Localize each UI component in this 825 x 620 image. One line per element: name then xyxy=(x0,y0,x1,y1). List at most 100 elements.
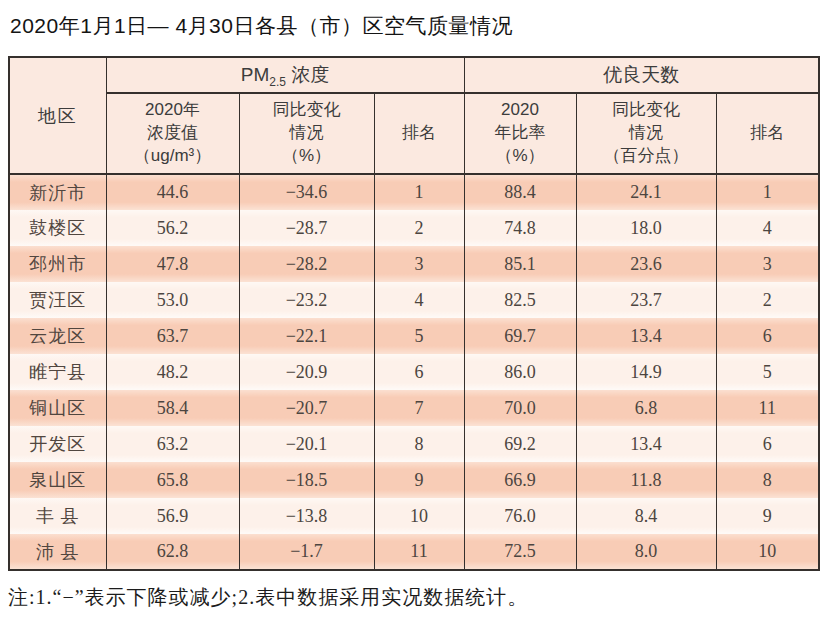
table-row: 泉山区65.8−18.5966.911.88 xyxy=(9,462,819,498)
good-change-cell: 23.7 xyxy=(576,282,716,318)
pm25-rank-cell: 3 xyxy=(374,246,464,282)
region-cell: 沛 县 xyxy=(9,534,106,570)
table-body: 新沂市44.6−34.6188.424.11鼓楼区56.2−28.7274.81… xyxy=(9,174,819,570)
pm25-change-cell: −34.6 xyxy=(239,174,374,210)
table-row: 鼓楼区56.2−28.7274.818.04 xyxy=(9,210,819,246)
good-rank-cell: 3 xyxy=(716,246,819,282)
good-change-cell: 23.6 xyxy=(576,246,716,282)
pm25-value-cell: 58.4 xyxy=(106,390,239,426)
pm25-change-cell: −1.7 xyxy=(239,534,374,570)
pm25-value-cell: 48.2 xyxy=(106,354,239,390)
pm25-change-cell: −28.2 xyxy=(239,246,374,282)
table-row: 睢宁县48.2−20.9686.014.95 xyxy=(9,354,819,390)
region-cell: 开发区 xyxy=(9,426,106,462)
pm25-change-cell: −22.1 xyxy=(239,318,374,354)
table-row: 贾汪区53.0−23.2482.523.72 xyxy=(9,282,819,318)
region-cell: 云龙区 xyxy=(9,318,106,354)
header-pm25-group: PM2.5 浓度 xyxy=(106,57,464,93)
pm25-value-cell: 63.2 xyxy=(106,426,239,462)
region-cell: 睢宁县 xyxy=(9,354,106,390)
good-rate-cell: 69.2 xyxy=(464,426,576,462)
header-group-row: 地区 PM2.5 浓度 优良天数 xyxy=(9,57,819,93)
table-row: 铜山区58.4−20.7770.06.811 xyxy=(9,390,819,426)
good-change-cell: 13.4 xyxy=(576,426,716,462)
header-pm25-concentration: 2020年 浓度值 （ug/m³） xyxy=(106,93,239,174)
good-rank-cell: 5 xyxy=(716,354,819,390)
pm25-value-cell: 65.8 xyxy=(106,462,239,498)
air-quality-table: 地区 PM2.5 浓度 优良天数 2020年 浓度值 （ug/m³） 同比变化 … xyxy=(8,56,820,571)
region-cell: 新沂市 xyxy=(9,174,106,210)
pm25-value-cell: 63.7 xyxy=(106,318,239,354)
region-cell: 泉山区 xyxy=(9,462,106,498)
good-rate-cell: 72.5 xyxy=(464,534,576,570)
good-rate-cell: 76.0 xyxy=(464,498,576,534)
header-good-yoy-change: 同比变化 情况 （百分点） xyxy=(576,93,716,174)
region-cell: 鼓楼区 xyxy=(9,210,106,246)
pm25-rank-cell: 4 xyxy=(374,282,464,318)
good-change-cell: 14.9 xyxy=(576,354,716,390)
pm25-rank-cell: 5 xyxy=(374,318,464,354)
header-pm25-yoy-change: 同比变化 情况 （%） xyxy=(239,93,374,174)
pm25-change-cell: −18.5 xyxy=(239,462,374,498)
pm25-value-cell: 56.2 xyxy=(106,210,239,246)
header-good-rate: 2020 年比率 （%） xyxy=(464,93,576,174)
good-rate-cell: 69.7 xyxy=(464,318,576,354)
table-row: 开发区63.2−20.1869.213.46 xyxy=(9,426,819,462)
table-row: 沛 县62.8−1.71172.58.010 xyxy=(9,534,819,570)
good-rate-cell: 88.4 xyxy=(464,174,576,210)
pm25-change-cell: −28.7 xyxy=(239,210,374,246)
good-change-cell: 18.0 xyxy=(576,210,716,246)
good-rank-cell: 10 xyxy=(716,534,819,570)
good-rate-cell: 74.8 xyxy=(464,210,576,246)
good-change-cell: 8.4 xyxy=(576,498,716,534)
good-rank-cell: 8 xyxy=(716,462,819,498)
good-change-cell: 6.8 xyxy=(576,390,716,426)
pm25-value-cell: 62.8 xyxy=(106,534,239,570)
good-rank-cell: 6 xyxy=(716,318,819,354)
good-rank-cell: 9 xyxy=(716,498,819,534)
table-row: 邳州市47.8−28.2385.123.63 xyxy=(9,246,819,282)
pm25-label-subscript: 2.5 xyxy=(269,74,286,88)
good-change-cell: 13.4 xyxy=(576,318,716,354)
good-rank-cell: 4 xyxy=(716,210,819,246)
good-rate-cell: 86.0 xyxy=(464,354,576,390)
pm25-rank-cell: 11 xyxy=(374,534,464,570)
pm25-rank-cell: 9 xyxy=(374,462,464,498)
pm25-change-cell: −20.9 xyxy=(239,354,374,390)
footnote: 注:1.“−”表示下降或减少;2.表中数据采用实况数据统计。 xyxy=(8,584,825,611)
region-cell: 邳州市 xyxy=(9,246,106,282)
good-rate-cell: 66.9 xyxy=(464,462,576,498)
good-rate-cell: 82.5 xyxy=(464,282,576,318)
header-pm25-rank: 排名 xyxy=(374,93,464,174)
pm25-label-suffix: 浓度 xyxy=(286,64,329,85)
header-good-days-group: 优良天数 xyxy=(464,57,819,93)
pm25-change-cell: −20.7 xyxy=(239,390,374,426)
good-rank-cell: 6 xyxy=(716,426,819,462)
table-row: 云龙区63.7−22.1569.713.46 xyxy=(9,318,819,354)
region-cell: 丰 县 xyxy=(9,498,106,534)
page-title: 2020年1月1日— 4月30日各县（市）区空气质量情况 xyxy=(10,12,825,40)
pm25-value-cell: 53.0 xyxy=(106,282,239,318)
pm25-label-prefix: PM xyxy=(241,64,270,85)
pm25-rank-cell: 6 xyxy=(374,354,464,390)
good-rank-cell: 1 xyxy=(716,174,819,210)
pm25-rank-cell: 1 xyxy=(374,174,464,210)
region-cell: 铜山区 xyxy=(9,390,106,426)
pm25-value-cell: 44.6 xyxy=(106,174,239,210)
pm25-rank-cell: 8 xyxy=(374,426,464,462)
table-row: 新沂市44.6−34.6188.424.11 xyxy=(9,174,819,210)
pm25-change-cell: −20.1 xyxy=(239,426,374,462)
page: 2020年1月1日— 4月30日各县（市）区空气质量情况 地区 PM2.5 浓度… xyxy=(0,0,825,620)
pm25-change-cell: −13.8 xyxy=(239,498,374,534)
good-rate-cell: 70.0 xyxy=(464,390,576,426)
header-region: 地区 xyxy=(9,57,106,174)
header-good-rank: 排名 xyxy=(716,93,819,174)
pm25-change-cell: −23.2 xyxy=(239,282,374,318)
pm25-rank-cell: 2 xyxy=(374,210,464,246)
pm25-value-cell: 56.9 xyxy=(106,498,239,534)
pm25-value-cell: 47.8 xyxy=(106,246,239,282)
good-change-cell: 24.1 xyxy=(576,174,716,210)
good-change-cell: 11.8 xyxy=(576,462,716,498)
pm25-rank-cell: 10 xyxy=(374,498,464,534)
good-change-cell: 8.0 xyxy=(576,534,716,570)
